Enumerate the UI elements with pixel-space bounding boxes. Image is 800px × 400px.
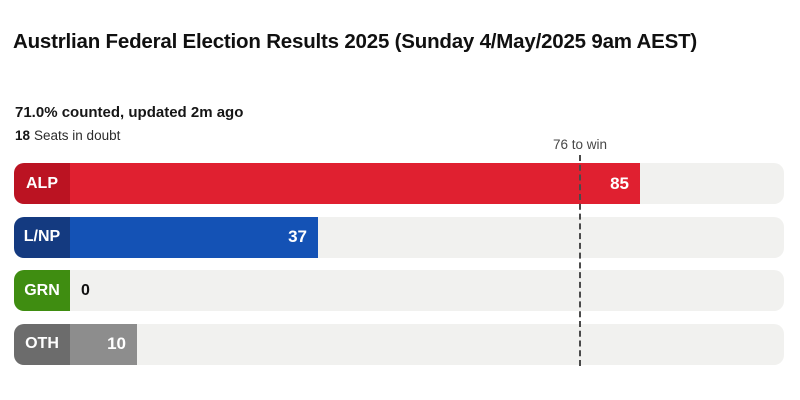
majority-threshold-line	[579, 155, 581, 366]
seats-in-doubt: 18 Seats in doubt	[15, 128, 120, 143]
party-tag: L/NP	[14, 216, 70, 258]
seat-bar: 37	[70, 216, 318, 258]
page-title: Austrlian Federal Election Results 2025 …	[13, 30, 698, 53]
party-row-oth: OTH 10	[14, 323, 784, 365]
party-row-lnp: L/NP 37	[14, 216, 784, 258]
seats-bar-chart: ALP 85 L/NP 37 GRN 0 OTH 10	[14, 163, 784, 377]
majority-threshold-label: 76 to win	[552, 137, 608, 152]
party-tag: OTH	[14, 323, 70, 365]
seat-count-value: 85	[610, 173, 629, 193]
seat-bar: 85	[70, 163, 640, 204]
seat-count-value: 10	[107, 334, 126, 354]
party-row-alp: ALP 85	[14, 163, 784, 204]
seat-bar: 10	[70, 323, 137, 365]
seats-in-doubt-count: 18	[15, 128, 31, 143]
seats-in-doubt-label: Seats in doubt	[34, 128, 121, 143]
party-tag: GRN	[14, 270, 70, 312]
counted-status: 71.0% counted, updated 2m ago	[15, 104, 244, 121]
party-tag: ALP	[14, 163, 70, 204]
seat-count-value: 37	[288, 227, 307, 247]
party-row-grn: GRN 0	[14, 270, 784, 312]
seat-count-value: 0	[81, 281, 90, 299]
